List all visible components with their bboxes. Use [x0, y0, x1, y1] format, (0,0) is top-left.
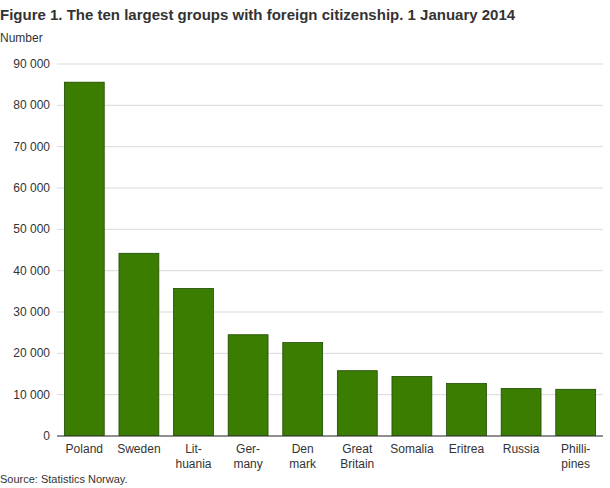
y-tick-label: 60 000 [13, 181, 50, 195]
y-tick-label: 40 000 [13, 264, 50, 278]
grid-line [57, 105, 603, 106]
bar [337, 371, 377, 436]
x-tick-label-line: pines [561, 457, 590, 471]
bar [501, 388, 541, 436]
grid-line [57, 64, 603, 65]
x-tick-label-line: many [233, 457, 262, 471]
x-tick-label-line: Somalia [390, 442, 434, 456]
grid-line [57, 229, 603, 230]
bar [447, 384, 487, 436]
chart: Figure 1. The ten largest groups with fo… [0, 0, 610, 488]
bars [64, 82, 595, 436]
x-tick-label-line: Poland [66, 442, 103, 456]
x-tick-label-line: Britain [340, 457, 374, 471]
x-tick-label: GreatBritain [340, 442, 374, 471]
x-tick-label: Poland [66, 442, 103, 456]
x-tick-label: Somalia [390, 442, 434, 456]
grid-line [57, 146, 603, 147]
bar [119, 253, 159, 436]
title: Figure 1. The ten largest groups with fo… [0, 6, 516, 23]
x-tick-label: Eritrea [449, 442, 485, 456]
y-tick-label: 90 000 [13, 57, 50, 71]
x-tick-label-line: Lit- [185, 442, 202, 456]
x-tick-label-line: Philli- [561, 442, 590, 456]
x-axis-line [57, 436, 603, 437]
grid-line [57, 188, 603, 189]
x-tick-label: Lit-huania [175, 442, 211, 471]
y-axis-label: Number [0, 31, 43, 45]
y-tick-label: 70 000 [13, 140, 50, 154]
x-tick-label-line: Russia [503, 442, 540, 456]
y-tick-label: 50 000 [13, 222, 50, 236]
bar [392, 376, 432, 436]
x-tick-label: Ger-many [233, 442, 262, 471]
y-tick-label: 80 000 [13, 98, 50, 112]
x-tick-label-line: Ger- [236, 442, 260, 456]
bar [556, 389, 596, 436]
x-tick-label-line: mark [289, 457, 317, 471]
x-tick-label: Russia [503, 442, 540, 456]
x-tick-label-line: Great [342, 442, 373, 456]
x-tick-label: Sweden [117, 442, 160, 456]
y-tick-label: 0 [43, 429, 50, 443]
x-tick-label: Denmark [289, 442, 317, 471]
x-tick-label-line: Eritrea [449, 442, 485, 456]
x-tick-label-line: Sweden [117, 442, 160, 456]
y-tick-label: 20 000 [13, 346, 50, 360]
source: Source: Statistics Norway. [0, 473, 128, 485]
grid-line [57, 436, 603, 437]
bar [228, 335, 268, 436]
x-tick-label-line: huania [175, 457, 211, 471]
bar [64, 82, 104, 436]
x-tick-label-line: Den [292, 442, 314, 456]
bar [174, 288, 214, 436]
y-tick-label: 30 000 [13, 305, 50, 319]
x-tick-label: Philli-pines [561, 442, 590, 471]
bar [283, 343, 323, 436]
y-tick-label: 10 000 [13, 388, 50, 402]
